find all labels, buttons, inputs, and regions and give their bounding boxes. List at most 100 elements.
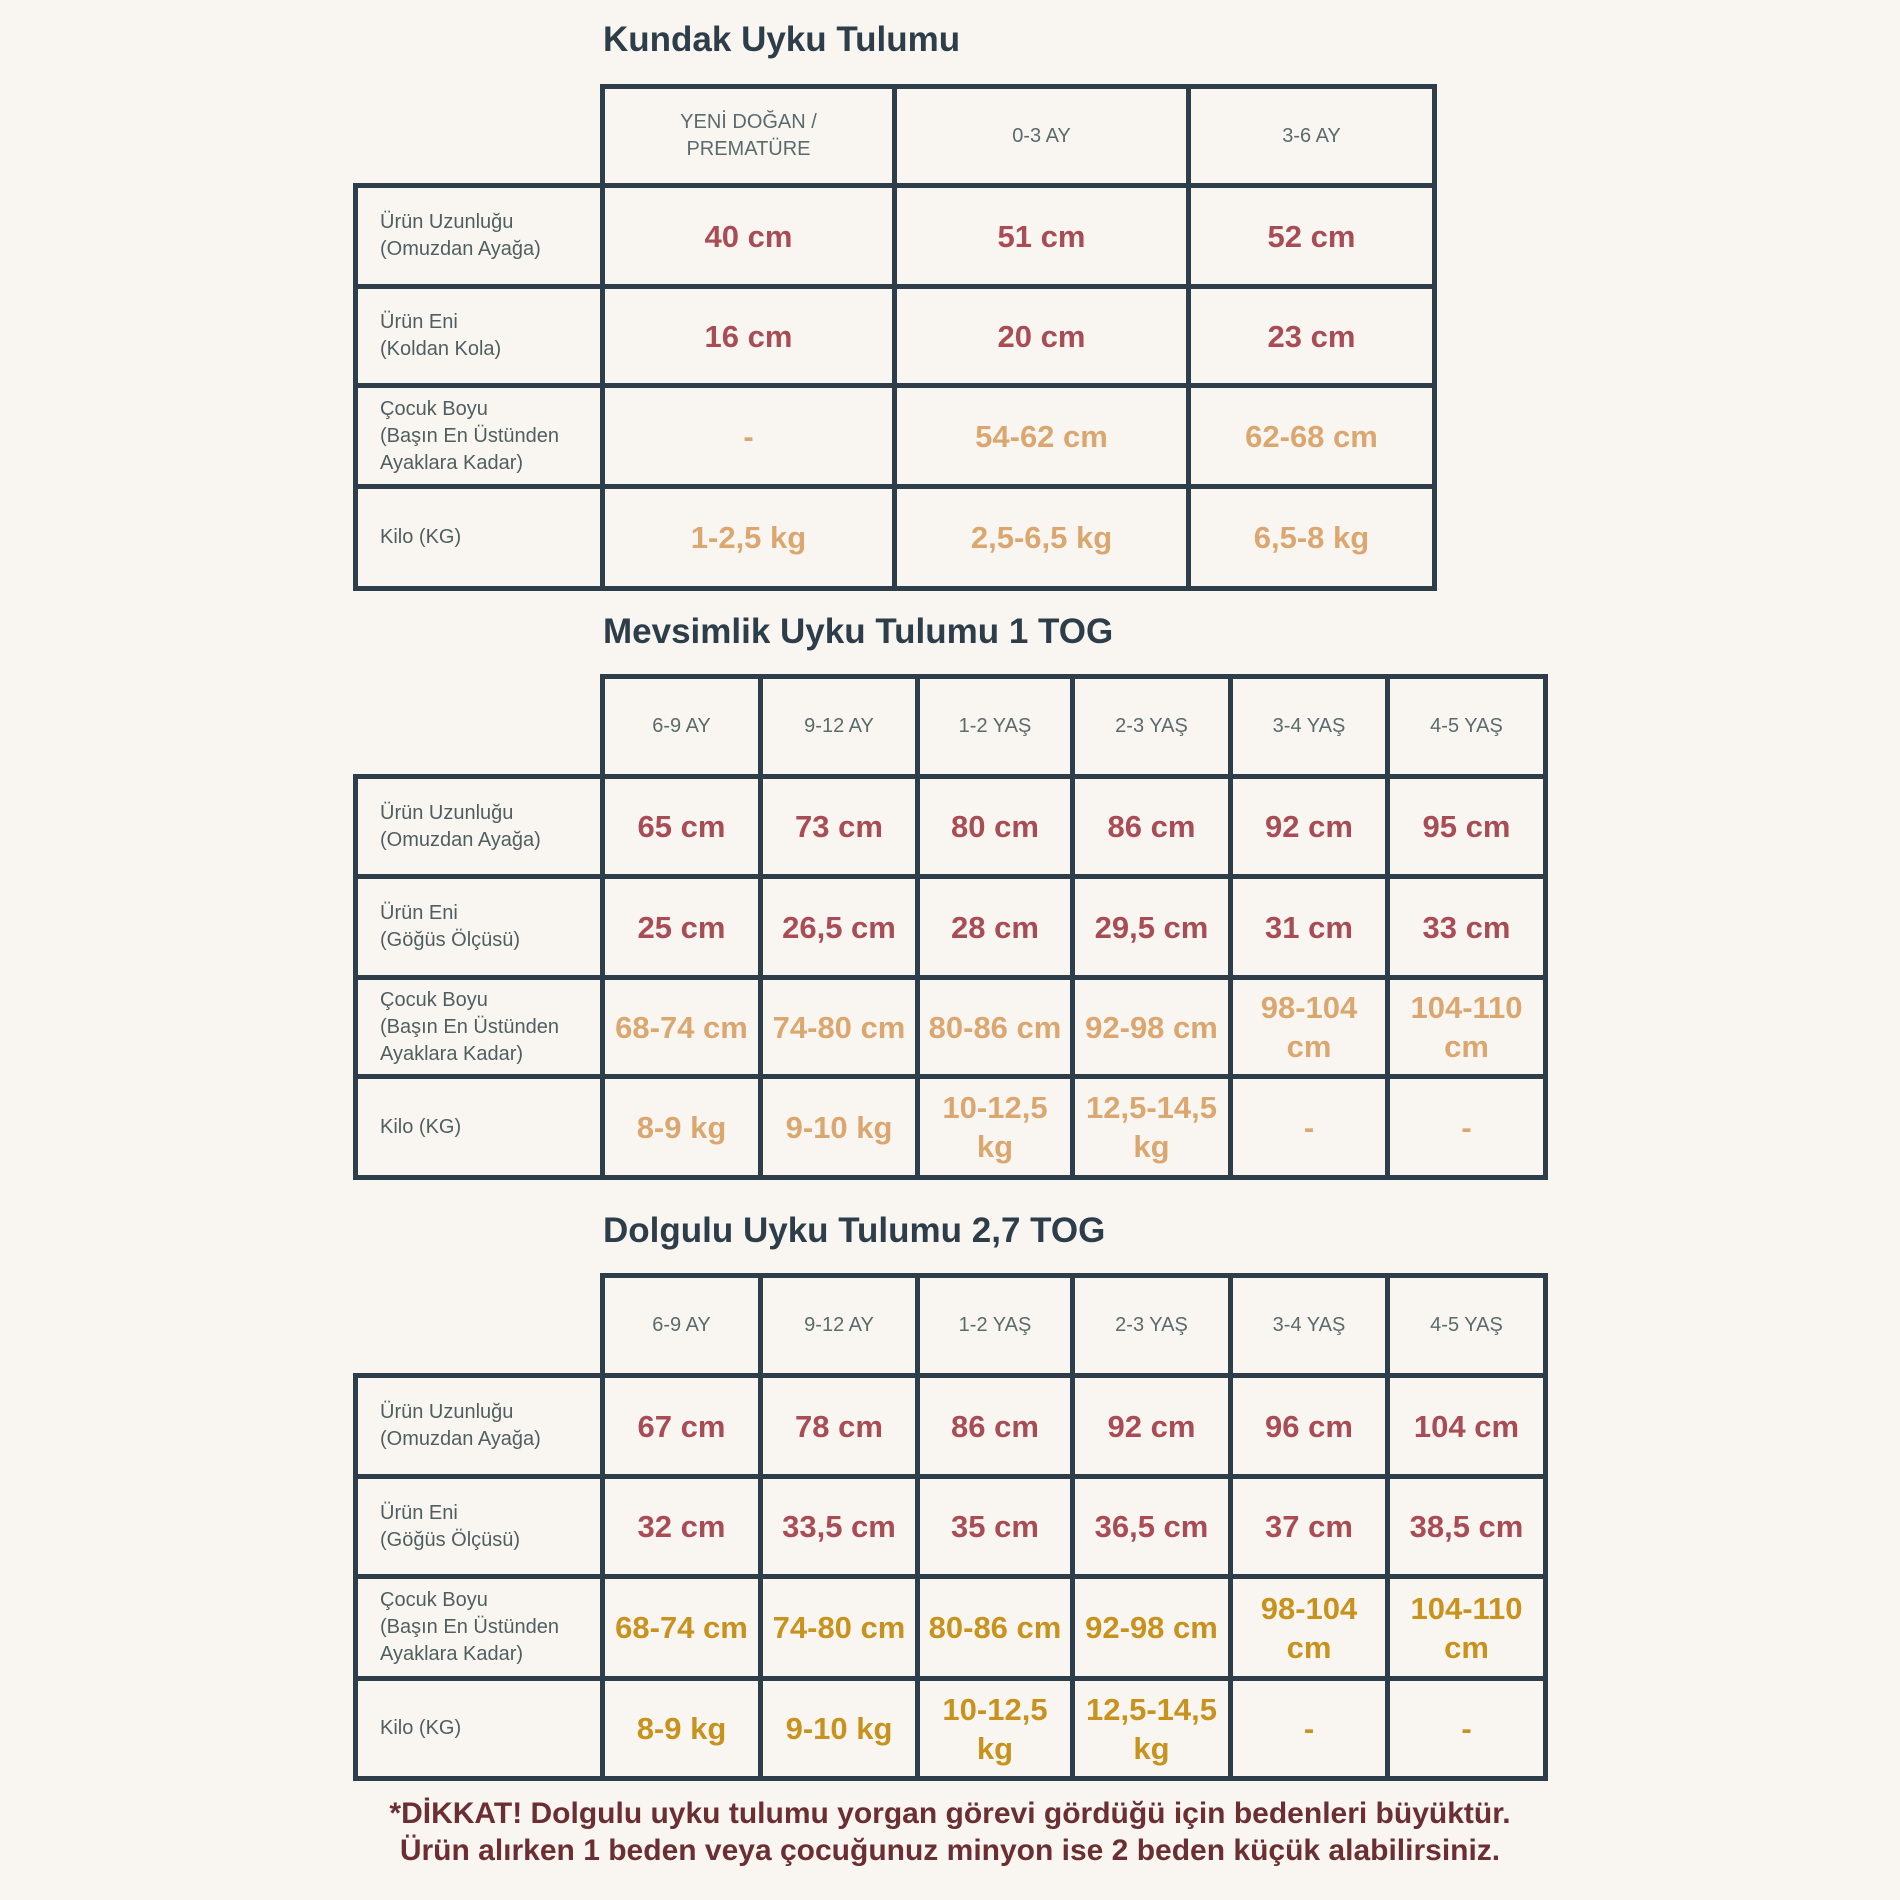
table-cell: 2,5-6,5 kg	[892, 484, 1191, 591]
table-cell: 1-2,5 kg	[600, 484, 897, 591]
table-cell: 26,5 cm	[758, 874, 920, 980]
table-cell: 92 cm	[1228, 774, 1390, 879]
table-cell: 96 cm	[1228, 1373, 1390, 1479]
table-cell: 8-9 kg	[600, 1676, 763, 1781]
row-label: Ürün Eni (Göğüs Ölçüsü)	[353, 1474, 605, 1579]
table-cell: 104 cm	[1385, 1373, 1548, 1479]
table-cell: 33,5 cm	[758, 1474, 920, 1579]
table-cell-text: 73 cm	[795, 809, 883, 844]
table-cell-text: -	[1461, 1711, 1472, 1746]
table-cell-text: 28 cm	[951, 909, 1039, 945]
table-cell-text: 68-74 cm	[615, 1009, 748, 1045]
table-cell-text: 10-12,5 kg	[942, 1090, 1048, 1164]
column-header-text: 3-4 YAŞ	[1272, 715, 1346, 737]
row-label-text: Çocuk Boyu (Başın En Üstünden Ayaklara K…	[380, 1589, 559, 1665]
column-header-text: 2-3 YAŞ	[1115, 1314, 1188, 1336]
row-label-text: Ürün Uzunluğu (Omuzdan Ayağa)	[380, 801, 541, 851]
row-label: Ürün Eni (Koldan Kola)	[353, 284, 605, 388]
warning-note-line-2: Ürün alırken 1 beden veya çocuğunuz miny…	[399, 1834, 1501, 1867]
table-cell: 37 cm	[1228, 1474, 1390, 1579]
row-label: Ürün Eni (Göğüs Ölçüsü)	[353, 874, 605, 980]
table-cell: 62-68 cm	[1186, 383, 1437, 489]
table-cell: -	[600, 383, 897, 489]
row-label: Ürün Uzunluğu (Omuzdan Ayağa)	[353, 774, 605, 879]
table-cell: 38,5 cm	[1385, 1474, 1548, 1579]
row-label: Kilo (KG)	[353, 1074, 605, 1180]
table-cell: 95 cm	[1385, 774, 1548, 879]
column-header: YENİ DOĞAN / PREMATÜRE	[600, 84, 897, 188]
table-cell: 68-74 cm	[600, 975, 763, 1079]
table-cell: 12,5-14,5 kg	[1070, 1074, 1233, 1180]
column-header-text: 6-9 AY	[652, 1314, 711, 1336]
table-cell-text: 31 cm	[1265, 909, 1353, 945]
column-header: 3-6 AY	[1186, 84, 1437, 188]
row-label-text: Ürün Uzunluğu (Omuzdan Ayağa)	[380, 1401, 541, 1450]
column-header: 2-3 YAŞ	[1070, 674, 1233, 779]
table-cell-text: 23 cm	[1267, 318, 1356, 354]
table-cell-text: 95 cm	[1422, 809, 1511, 844]
table-cell: 98-104 cm	[1228, 1574, 1390, 1681]
table-cell: -	[1228, 1074, 1390, 1180]
table-cell: 52 cm	[1186, 183, 1437, 289]
table-cell: 16 cm	[600, 284, 897, 388]
table-cell-text: 54-62 cm	[975, 418, 1108, 454]
table-cell: 86 cm	[1070, 774, 1233, 879]
table-cell-text: 26,5 cm	[782, 909, 896, 945]
column-header-text: YENİ DOĞAN / PREMATÜRE	[680, 111, 817, 160]
column-header-text: 1-2 YAŞ	[958, 715, 1032, 737]
row-label-text: Kilo (KG)	[380, 526, 462, 548]
table-cell: 80-86 cm	[915, 975, 1075, 1079]
table-cell-text: 38,5 cm	[1409, 1509, 1524, 1544]
column-header-text: 3-6 AY	[1282, 124, 1341, 147]
table-cell: 92 cm	[1070, 1373, 1233, 1479]
table-cell: 65 cm	[600, 774, 763, 879]
table-cell: 51 cm	[892, 183, 1191, 289]
table-cell-text: -	[1461, 1109, 1472, 1145]
table-cell: 86 cm	[915, 1373, 1075, 1479]
row-label: Çocuk Boyu (Başın En Üstünden Ayaklara K…	[353, 383, 605, 489]
table-title: Mevsimlik Uyku Tulumu 1 TOG	[603, 612, 1114, 651]
table-cell: 98-104 cm	[1228, 975, 1390, 1079]
table-cell: 35 cm	[915, 1474, 1075, 1579]
table-cell: 80-86 cm	[915, 1574, 1075, 1681]
table-cell-text: 74-80 cm	[772, 1610, 906, 1645]
table-cell-text: 6,5-8 kg	[1253, 520, 1370, 555]
row-label: Kilo (KG)	[353, 1676, 605, 1781]
table-cell: 9-10 kg	[758, 1074, 920, 1180]
table-cell-text: 2,5-6,5 kg	[970, 520, 1113, 555]
table-cell-text: 65 cm	[637, 809, 726, 844]
table-cell-text: 80-86 cm	[928, 1009, 1062, 1045]
column-header-text: 2-3 YAŞ	[1115, 715, 1188, 737]
table-cell: 9-10 kg	[758, 1676, 920, 1781]
table-cell: 54-62 cm	[892, 383, 1191, 489]
column-header: 0-3 AY	[892, 84, 1191, 188]
table-cell: 10-12,5 kg	[915, 1074, 1075, 1180]
row-label-text: Ürün Eni (Göğüs Ölçüsü)	[380, 1501, 521, 1551]
table-cell-text: 80 cm	[951, 809, 1039, 844]
column-header: 6-9 AY	[600, 1273, 763, 1378]
table-cell: 92-98 cm	[1070, 1574, 1233, 1681]
column-header-text: 1-2 YAŞ	[958, 1314, 1032, 1336]
table-cell: 23 cm	[1186, 284, 1437, 388]
table-cell-text: -	[1303, 1109, 1315, 1145]
table-cell-text: 10-12,5 kg	[942, 1691, 1048, 1766]
table-cell-text: 52 cm	[1267, 218, 1356, 254]
row-label: Ürün Uzunluğu (Omuzdan Ayağa)	[353, 1373, 605, 1479]
warning-note-line-1: *DİKKAT! Dolgulu uyku tulumu yorgan göre…	[389, 1797, 1511, 1830]
table-title: Dolgulu Uyku Tulumu 2,7 TOG	[603, 1211, 1106, 1250]
table-cell-text: 9-10 kg	[785, 1711, 893, 1746]
table-cell-text: 104-110 cm	[1410, 1590, 1523, 1665]
column-header: 9-12 AY	[758, 674, 920, 779]
column-header-text: 9-12 AY	[804, 715, 874, 737]
column-header-text: 6-9 AY	[652, 715, 711, 737]
table-cell-text: 104 cm	[1413, 1408, 1520, 1444]
table-cell-text: 51 cm	[997, 218, 1086, 254]
table-cell-text: -	[743, 418, 754, 454]
table-cell: 12,5-14,5 kg	[1070, 1676, 1233, 1781]
column-header: 3-4 YAŞ	[1228, 1273, 1390, 1378]
row-label: Ürün Uzunluğu (Omuzdan Ayağa)	[353, 183, 605, 289]
table-cell: 32 cm	[600, 1474, 763, 1579]
table-cell: 92-98 cm	[1070, 975, 1233, 1079]
column-header-text: 9-12 AY	[804, 1314, 874, 1336]
table-cell: 73 cm	[758, 774, 920, 879]
